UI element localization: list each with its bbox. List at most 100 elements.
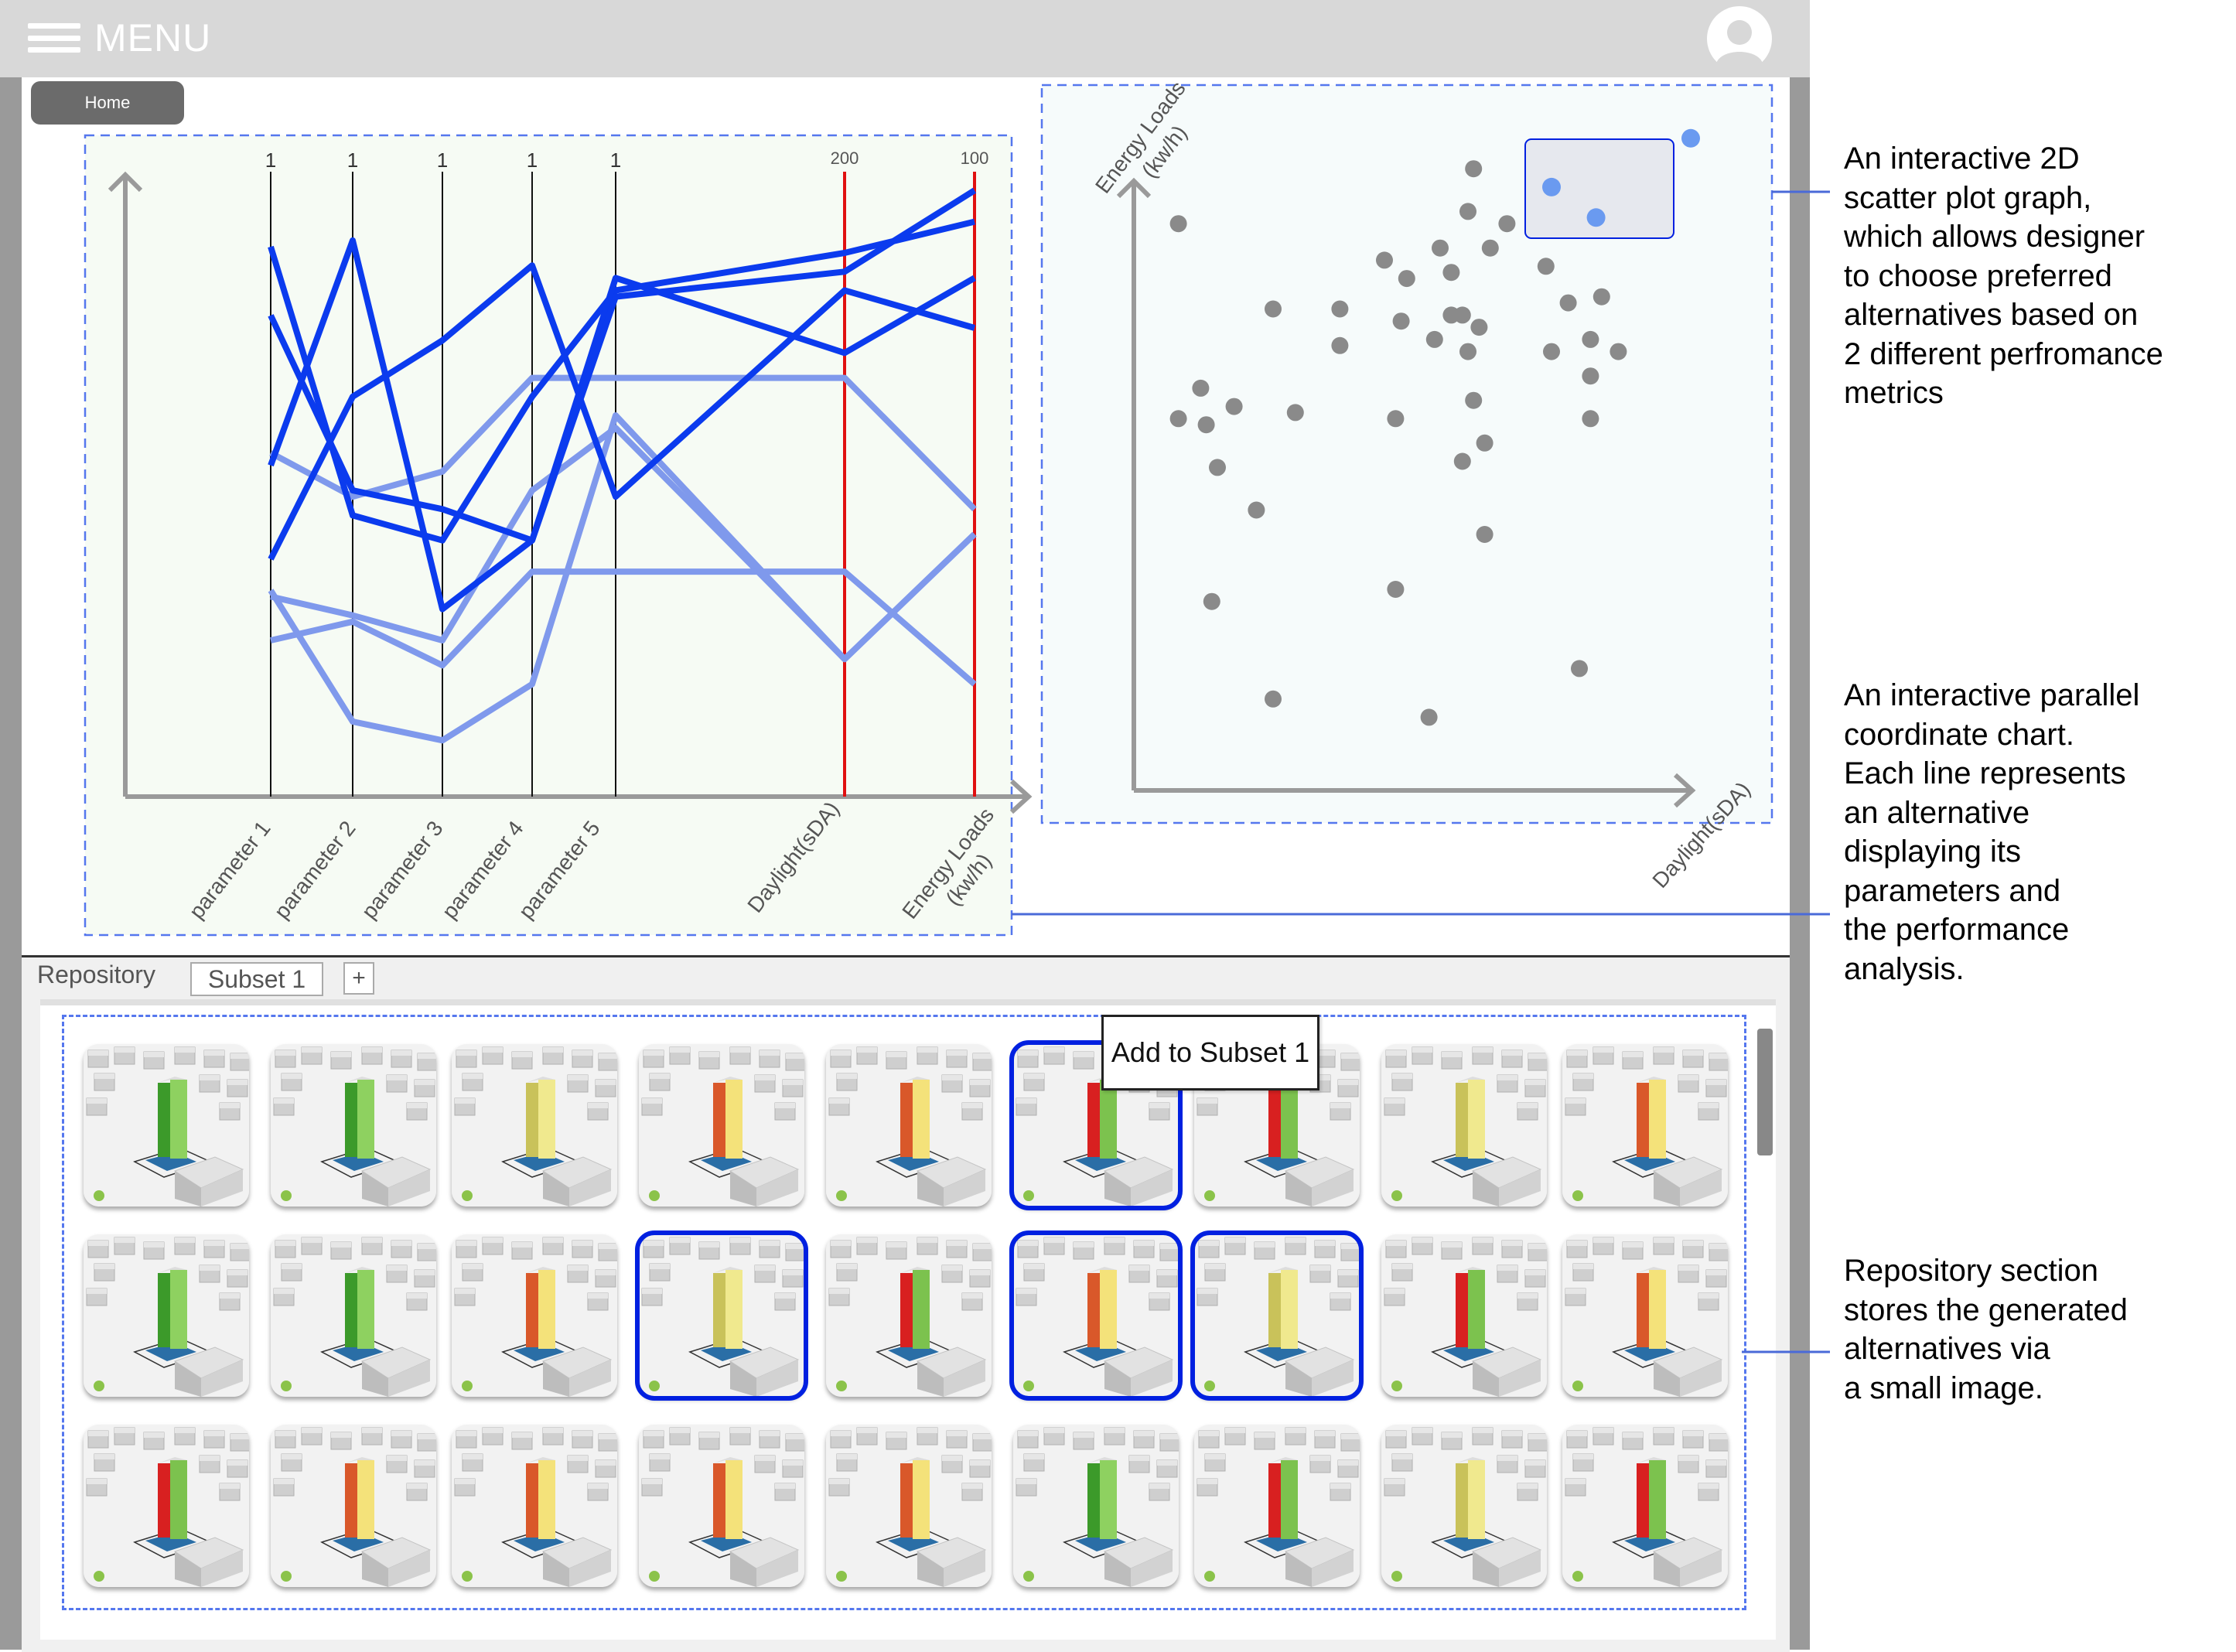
parallel-line-alternative-4[interactable] [268,187,977,544]
parallel-line-alternative-5[interactable] [269,374,977,512]
parallel-axis-max-label: 1 [265,148,276,172]
alternative-thumbnail[interactable] [1009,1230,1183,1401]
alternative-thumbnail[interactable] [826,1425,992,1587]
scatter-point[interactable] [1387,410,1405,428]
scatter-point[interactable] [1248,501,1265,519]
scatter-point[interactable] [1331,300,1349,318]
annotation-leaders [1012,190,1830,916]
alternative-thumbnail[interactable] [271,1044,436,1207]
alternative-thumbnail[interactable] [84,1425,249,1587]
scatter-point[interactable] [1265,300,1282,318]
alternative-thumbnail[interactable] [271,1234,436,1397]
repository-scrollbar[interactable] [1757,1029,1773,1155]
scatter-point[interactable] [1498,215,1516,233]
parallel-chart-frame[interactable] [84,134,1013,937]
add-to-subset-tooltip[interactable]: Add to Subset 1 [1101,1015,1319,1091]
scatter-point-selected[interactable] [1542,177,1561,196]
scatter-point-selected[interactable] [1681,128,1700,148]
user-avatar-icon[interactable] [1705,5,1773,73]
scatter-point[interactable] [1582,410,1599,428]
scatter-point[interactable] [1481,239,1499,257]
alternative-thumbnail[interactable] [84,1044,249,1207]
parallel-line-alternative-8[interactable] [268,412,977,744]
scatter-point[interactable] [1331,336,1349,354]
alternative-thumbnail[interactable] [271,1425,436,1587]
scatter-point[interactable] [1465,391,1483,409]
parallel-axis-max-label: 1 [347,148,358,172]
home-button[interactable]: Home [31,81,184,125]
scatter-point[interactable] [1265,690,1282,708]
add-subset-button[interactable]: + [343,962,374,995]
alternative-thumbnail[interactable] [452,1425,617,1587]
parallel-line-alternative-1[interactable] [268,218,975,544]
scatter-point[interactable] [1169,410,1187,428]
alternative-thumbnail[interactable] [1013,1425,1179,1587]
scatter-point[interactable] [1543,343,1560,360]
scatter-point-selected[interactable] [1586,208,1606,227]
alternative-thumbnail[interactable] [826,1044,992,1207]
menu-button[interactable]: MENU [28,12,211,63]
scatter-selection-box[interactable] [1524,138,1674,239]
scatter-point[interactable] [1442,306,1460,324]
scatter-point[interactable] [1459,343,1476,360]
scatter-point[interactable] [1203,592,1220,610]
scatter-annotation: An interactive 2D scatter plot graph, wh… [1844,142,2163,410]
tab-repository[interactable]: Repository [37,961,155,988]
scatter-point[interactable] [1392,312,1410,330]
scatter-point[interactable] [1192,379,1210,397]
hamburger-icon [28,23,80,53]
scatter-point[interactable] [1582,330,1599,348]
scatter-point[interactable] [1571,660,1588,678]
scatter-point[interactable] [1387,581,1405,598]
menu-label: MENU [94,16,212,60]
scatter-point[interactable] [1465,160,1483,178]
scatter-point[interactable] [1459,203,1476,220]
parallel-line-alternative-7[interactable] [270,568,977,687]
scatter-point[interactable] [1476,434,1494,452]
scatter-point[interactable] [1209,459,1226,476]
alternative-thumbnail[interactable] [452,1234,617,1397]
alternative-thumbnail[interactable] [1194,1425,1360,1587]
tab-subset-1[interactable]: Subset 1 [190,962,323,996]
alternative-thumbnail[interactable] [635,1230,808,1401]
scatter-point[interactable] [1559,294,1577,312]
scatter-point[interactable] [1432,239,1449,257]
alternative-thumbnail[interactable] [1562,1425,1728,1587]
scatter-point[interactable] [1286,404,1304,422]
left-rail [0,77,22,1650]
repository-grid-frame [62,1015,1746,1610]
alternative-thumbnail[interactable] [639,1044,804,1207]
alternative-thumbnail[interactable] [826,1234,992,1397]
scatter-point[interactable] [1610,343,1627,360]
scatter-point[interactable] [1582,367,1599,385]
alternative-thumbnail[interactable] [1381,1425,1547,1587]
scatter-point[interactable] [1470,319,1488,336]
alternative-thumbnail[interactable] [1562,1044,1728,1207]
scatter-point[interactable] [1398,270,1415,288]
alternative-thumbnail[interactable] [1381,1044,1547,1207]
parallel-axis-max-label: 1 [610,148,621,172]
scatter-point[interactable] [1420,708,1438,726]
alternative-thumbnail[interactable] [1562,1234,1728,1397]
scatter-point[interactable] [1425,330,1443,348]
parallel-line-alternative-3[interactable] [268,262,976,561]
alternative-thumbnail[interactable] [1381,1234,1547,1397]
scatter-point[interactable] [1169,215,1187,233]
scatter-point[interactable] [1197,416,1215,434]
scatter-point[interactable] [1453,452,1471,470]
alternative-thumbnail[interactable] [1190,1230,1364,1401]
scatter-point[interactable] [1225,398,1243,415]
scatter-point[interactable] [1376,251,1393,269]
scatter-point[interactable] [1593,288,1610,305]
alternative-thumbnail[interactable] [1009,1040,1183,1210]
alternative-thumbnail[interactable] [452,1044,617,1207]
parallel-axis-max-label: 100 [961,148,989,168]
alternative-thumbnail[interactable] [84,1234,249,1397]
scatter-point[interactable] [1476,526,1494,543]
scatter-point[interactable] [1537,258,1555,275]
repository-annotation: Repository section stores the generated … [1844,1254,2128,1405]
scatter-point[interactable] [1442,264,1460,282]
alternative-thumbnail[interactable] [639,1425,804,1587]
